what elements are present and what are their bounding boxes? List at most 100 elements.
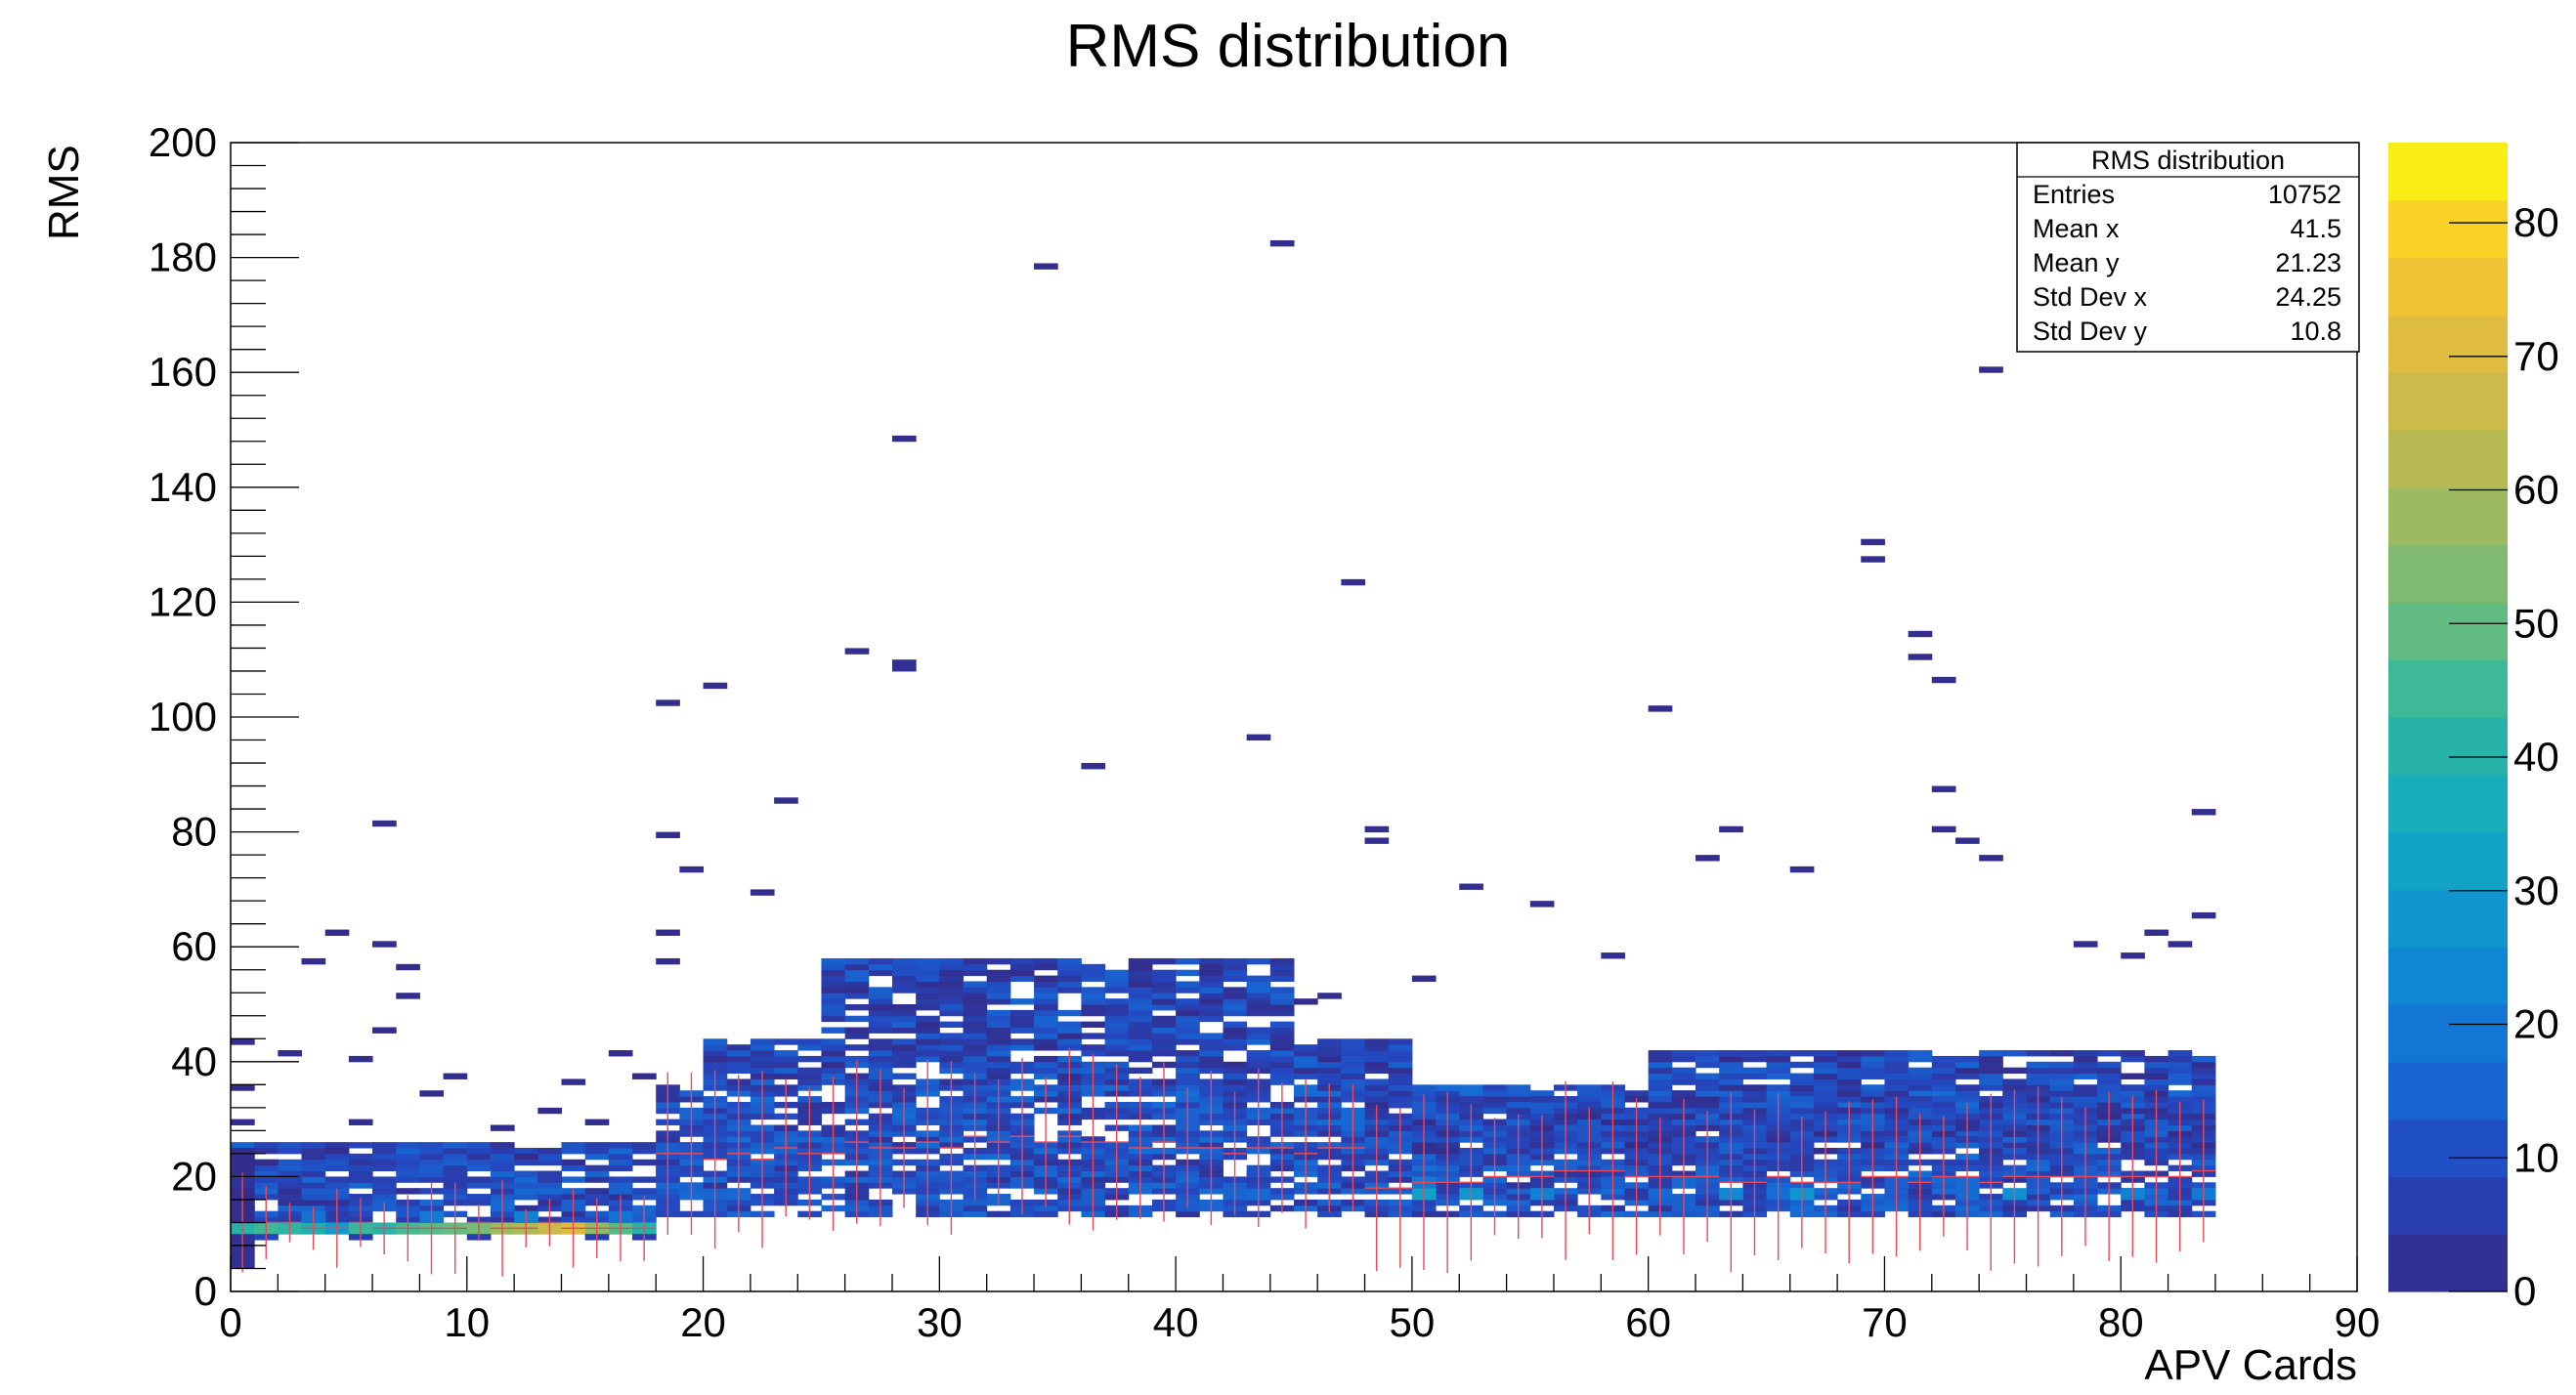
heatmap-cell — [2121, 1055, 2145, 1063]
color-scale-tick-label: 70 — [2513, 333, 2559, 379]
heatmap-cell — [324, 1164, 350, 1172]
heatmap-cell — [396, 1142, 420, 1149]
heatmap-cell — [2026, 1061, 2051, 1069]
heatmap-cell — [1908, 1107, 1933, 1115]
heatmap-cell — [1057, 957, 1082, 965]
heatmap-cell — [2073, 1055, 2098, 1063]
color-scale-band — [2388, 889, 2508, 948]
heatmap-cell — [1742, 1096, 1768, 1103]
heatmap-cell — [348, 1170, 373, 1183]
heatmap-cell — [963, 981, 988, 988]
heatmap-cell — [1742, 1055, 1768, 1063]
heatmap-cell — [963, 1021, 988, 1029]
heatmap-cell — [1151, 1027, 1177, 1034]
heatmap-cell — [1151, 1050, 1177, 1057]
color-scale-tick-label: 80 — [2513, 199, 2559, 245]
heatmap-cell — [1294, 998, 1318, 1005]
heatmap-cell — [490, 1159, 515, 1166]
heatmap-cell — [797, 1073, 822, 1079]
heatmap-cell — [1057, 1021, 1082, 1029]
heatmap-cell — [561, 1159, 586, 1166]
heatmap-cell — [584, 1176, 610, 1183]
heatmap-cell — [844, 993, 870, 999]
heatmap-cell — [844, 963, 870, 971]
heatmap-cell — [1199, 1055, 1224, 1063]
heatmap-cell — [2121, 952, 2145, 959]
color-scale-band — [2388, 1119, 2508, 1177]
heatmap-cell — [1813, 1067, 1838, 1075]
heatmap-cell — [1696, 1084, 1720, 1091]
heatmap-cell — [419, 1176, 445, 1183]
heatmap-cell — [1789, 1096, 1815, 1103]
heatmap-cell — [1648, 1078, 1673, 1085]
heatmap-cell — [1364, 825, 1390, 833]
heatmap-cell — [963, 1015, 988, 1023]
heatmap-cell — [986, 1015, 1011, 1023]
heatmap-cell — [868, 1004, 893, 1011]
heatmap-cell — [1601, 952, 1625, 959]
heatmap-cell — [1411, 975, 1437, 982]
heatmap-cell — [278, 1164, 303, 1172]
heatmap-cell — [1034, 998, 1058, 1005]
heatmap-cell — [1671, 1055, 1696, 1063]
heatmap-cell — [1199, 969, 1224, 977]
stats-mean-y-value: 21.23 — [2275, 248, 2341, 277]
heatmap-cell — [656, 957, 680, 965]
heatmap-cell — [986, 975, 1011, 982]
heatmap-cell — [514, 1176, 538, 1183]
heatmap-cell — [1128, 1027, 1153, 1034]
heatmap-cell — [466, 1199, 492, 1206]
heatmap-cell — [490, 1142, 515, 1149]
heatmap-cell — [939, 1050, 965, 1057]
heatmap-cell — [986, 1021, 1011, 1029]
heatmap-cell — [1128, 987, 1153, 993]
heatmap-cell — [1908, 1067, 1933, 1075]
y-tick-label: 60 — [171, 923, 217, 969]
heatmap-cell — [1837, 1084, 1862, 1091]
color-scale-band — [2388, 1234, 2508, 1292]
heatmap-cell — [1057, 1009, 1082, 1017]
heatmap-cell — [1908, 1078, 1933, 1085]
heatmap-cell — [1954, 837, 1980, 844]
heatmap-cell — [986, 987, 1011, 993]
heatmap-cell — [916, 1038, 940, 1045]
heatmap-cell — [656, 831, 680, 838]
heatmap-cell — [443, 1153, 468, 1161]
heatmap-cell — [916, 1027, 940, 1034]
heatmap-cell — [1884, 1084, 1910, 1091]
heatmap-cell — [1908, 1073, 1933, 1079]
heatmap-cell — [916, 969, 940, 977]
heatmap-cell — [1294, 1061, 1318, 1069]
heatmap-cell — [821, 987, 846, 993]
heatmap-cell — [372, 1194, 397, 1201]
heatmap-cell — [1388, 1073, 1413, 1079]
heatmap-cell — [1719, 1067, 1743, 1075]
heatmap-cell — [1388, 1061, 1413, 1069]
heatmap-cell — [278, 1199, 303, 1206]
heatmap-cell — [1269, 1044, 1295, 1051]
heatmap-cell — [396, 993, 420, 999]
heatmap-cell — [254, 1170, 279, 1177]
heatmap-cell — [1057, 981, 1082, 988]
heatmap-cell — [1151, 1044, 1177, 1051]
heatmap-cell — [891, 1015, 917, 1023]
heatmap-cell — [348, 1194, 373, 1201]
heatmap-cell — [1223, 1061, 1248, 1069]
heatmap-cell — [396, 1164, 420, 1172]
heatmap-cell — [466, 1176, 492, 1183]
heatmap-cell — [1223, 1078, 1248, 1085]
heatmap-cell — [1671, 1067, 1696, 1075]
heatmap-cell — [821, 1027, 846, 1034]
heatmap-cell — [1269, 998, 1295, 1005]
heatmap-cell — [821, 975, 846, 982]
heatmap-cell — [254, 1176, 279, 1183]
heatmap-cell — [1034, 975, 1058, 982]
heatmap-cell — [2002, 1084, 2028, 1091]
color-scale-tick-label: 60 — [2513, 467, 2559, 513]
heatmap-cell — [1954, 1055, 1980, 1063]
heatmap-cell — [774, 1038, 798, 1045]
y-tick-label: 120 — [149, 578, 217, 624]
heatmap-cell — [1151, 981, 1177, 988]
heatmap-cell — [986, 1009, 1011, 1017]
heatmap-cell — [324, 1182, 350, 1189]
